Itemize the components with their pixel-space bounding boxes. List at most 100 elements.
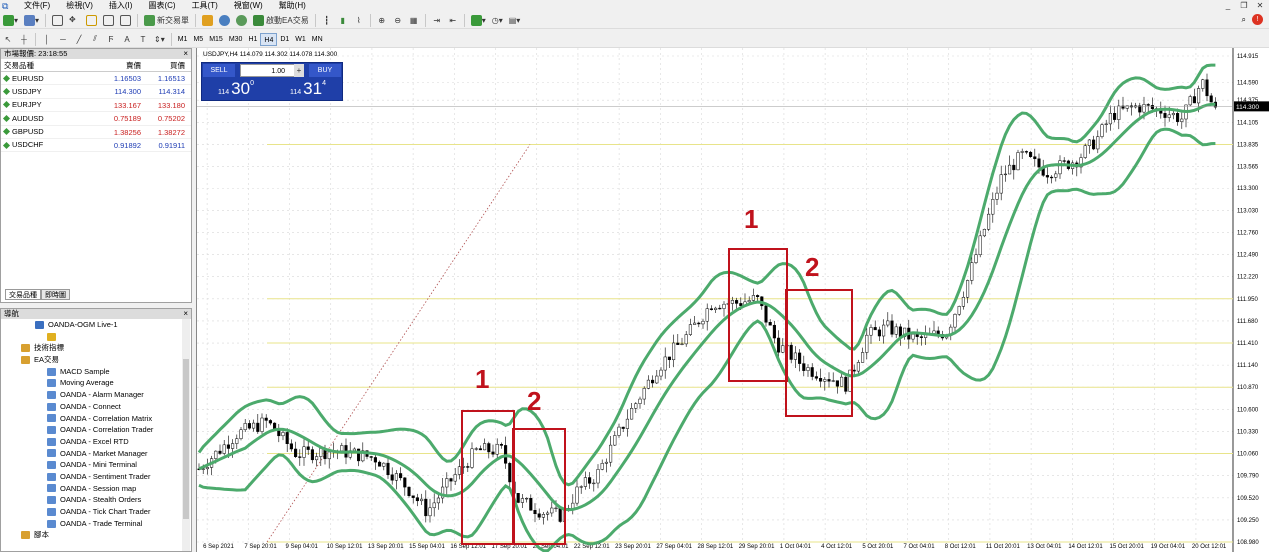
minimize-icon[interactable]: _ xyxy=(1225,1,1231,10)
navigator-item[interactable]: EA交易 xyxy=(1,354,191,366)
tf-h1[interactable]: H1 xyxy=(248,35,258,43)
navigator-icon[interactable] xyxy=(84,13,99,27)
market-watch-row[interactable]: EURJPY 133.167 133.180 xyxy=(1,99,191,113)
close-icon[interactable]: × xyxy=(183,309,188,318)
tf-d1[interactable]: D1 xyxy=(280,35,290,43)
navigator-item[interactable]: OANDA - Tick Chart Trader xyxy=(1,506,191,518)
periods-icon[interactable]: ◷▾ xyxy=(491,15,503,25)
navigator-item[interactable]: OANDA - Trade Terminal xyxy=(1,518,191,530)
navigator-item[interactable]: 技術指標 xyxy=(1,342,191,354)
indicators-icon[interactable]: ▾ xyxy=(469,13,488,27)
close-icon[interactable]: × xyxy=(183,49,188,58)
navigator-item[interactable] xyxy=(1,331,191,343)
zoom-in-icon[interactable]: ⊕ xyxy=(378,15,386,25)
navigator-scrollbar[interactable] xyxy=(182,319,190,551)
menu-view[interactable]: 檢視(V) xyxy=(66,1,93,10)
navigator-item[interactable]: OANDA - Market Manager xyxy=(1,448,191,460)
new-chart-icon[interactable]: ▾ xyxy=(1,13,20,27)
annotation-label: 1 xyxy=(475,364,489,394)
candle-body xyxy=(1083,145,1087,158)
market-watch-row[interactable]: USDJPY 114.300 114.314 xyxy=(1,85,191,99)
sell-price[interactable]: 114 30 0 xyxy=(218,80,254,98)
market-icon[interactable] xyxy=(234,13,249,27)
lot-increase-button[interactable]: + xyxy=(294,64,304,77)
menu-help[interactable]: 幫助(H) xyxy=(278,1,306,10)
arrows-icon[interactable]: ⇕▾ xyxy=(154,34,165,44)
menu-charts[interactable]: 圖表(C) xyxy=(148,1,176,10)
bar-chart-icon[interactable]: ┇ xyxy=(324,15,330,25)
price-tick-label: 112.760 xyxy=(1237,230,1259,236)
tile-windows-icon[interactable]: ▦ xyxy=(409,15,418,25)
tf-m15[interactable]: M15 xyxy=(209,35,223,43)
data-window-icon[interactable]: ✥ xyxy=(69,14,76,24)
buy-price[interactable]: 114 31 4 xyxy=(290,80,326,98)
market-watch-row[interactable]: EURUSD 1.16503 1.16513 xyxy=(1,72,191,86)
navigator-item[interactable]: OANDA - Correlation Matrix xyxy=(1,413,191,425)
terminal-icon[interactable] xyxy=(101,13,116,27)
tab-symbols[interactable]: 交易品種 xyxy=(5,289,41,300)
market-watch-row[interactable]: USDCHF 0.91892 0.91911 xyxy=(1,139,191,153)
market-watch-row[interactable]: AUDUSD 0.75189 0.75202 xyxy=(1,112,191,126)
fibonacci-icon[interactable]: Ϝ xyxy=(108,34,114,44)
navigator-item[interactable]: OANDA - Excel RTD xyxy=(1,436,191,448)
navigator-item[interactable]: OANDA - Sentiment Trader xyxy=(1,471,191,483)
notification-icon[interactable]: ! xyxy=(1252,14,1263,25)
tf-w1[interactable]: W1 xyxy=(295,35,306,43)
metaeditor-icon[interactable] xyxy=(200,13,215,27)
navigator-item[interactable]: MACD Sample xyxy=(1,366,191,378)
menu-file[interactable]: 文件(F) xyxy=(24,1,51,10)
candlestick-icon[interactable]: ▮ xyxy=(340,15,345,25)
zoom-out-icon[interactable]: ⊖ xyxy=(394,15,402,25)
close-icon[interactable]: ✕ xyxy=(1256,1,1264,10)
restore-icon[interactable]: ❐ xyxy=(1240,1,1248,10)
vertical-line-icon[interactable]: │ xyxy=(44,34,50,44)
navigator-item[interactable]: OANDA - Alarm Manager xyxy=(1,389,191,401)
candle-body xyxy=(403,477,407,488)
crosshair-icon[interactable]: ┼ xyxy=(21,34,27,44)
scrollbar-thumb[interactable] xyxy=(183,359,189,519)
tester-icon[interactable] xyxy=(118,13,133,27)
col-ask[interactable]: 買價 xyxy=(170,61,185,70)
col-bid[interactable]: 賣價 xyxy=(126,61,141,70)
market-watch-row[interactable]: GBPUSD 1.38256 1.38272 xyxy=(1,126,191,139)
label-icon[interactable]: T xyxy=(140,34,146,44)
templates-icon[interactable]: ▤▾ xyxy=(508,15,521,25)
tf-m1[interactable]: M1 xyxy=(177,35,188,43)
navigator-item[interactable]: OANDA-OGM Live-1 xyxy=(1,319,191,331)
sell-button[interactable]: SELL xyxy=(203,64,235,77)
market-watch-icon[interactable] xyxy=(50,13,65,27)
tf-h4[interactable]: H4 xyxy=(260,32,278,46)
new-order-button[interactable]: 新交易單 xyxy=(142,13,191,27)
navigator-item[interactable]: OANDA - Connect xyxy=(1,401,191,413)
cursor-icon[interactable]: ↖ xyxy=(4,34,12,44)
channel-icon[interactable]: ⫽ xyxy=(93,34,97,43)
navigator-item[interactable]: 腳本 xyxy=(1,529,191,541)
tf-m5[interactable]: M5 xyxy=(193,35,204,43)
autotrading-button[interactable]: 啟動EA交易 xyxy=(251,13,311,27)
menu-insert[interactable]: 插入(I) xyxy=(108,1,133,10)
autoscroll-icon[interactable]: ⇥ xyxy=(433,15,441,25)
navigator-item[interactable]: OANDA - Mini Terminal xyxy=(1,459,191,471)
tf-m30[interactable]: M30 xyxy=(228,35,243,43)
signals-icon[interactable] xyxy=(217,13,232,27)
tf-mn[interactable]: MN xyxy=(311,35,323,43)
col-symbol[interactable]: 交易品種 xyxy=(4,61,34,70)
text-icon[interactable]: A xyxy=(124,34,130,44)
navigator-item[interactable]: Moving Average xyxy=(1,377,191,389)
chart-window[interactable]: 6 Sep 2021 7 Sep 20:01 9 Sep 04:01 10 Sep 1… xyxy=(196,48,1269,552)
buy-button[interactable]: BUY xyxy=(309,64,341,77)
navigator-item[interactable]: OANDA - Stealth Orders xyxy=(1,494,191,506)
navigator-item[interactable]: OANDA - Correlation Trader xyxy=(1,424,191,436)
search-icon[interactable]: ⌕ xyxy=(1241,14,1246,24)
price-chart[interactable]: 6 Sep 2021 7 Sep 20:01 9 Sep 04:01 10 Sep 1… xyxy=(197,48,1269,552)
horizontal-line-icon[interactable]: ─ xyxy=(60,34,66,44)
menu-window[interactable]: 視窗(W) xyxy=(233,1,263,10)
menu-tools[interactable]: 工具(T) xyxy=(191,1,218,10)
candle-body xyxy=(361,450,365,462)
chart-shift-icon[interactable]: ⇤ xyxy=(449,15,457,25)
tab-tick-chart[interactable]: 即時圖 xyxy=(41,289,70,300)
profiles-icon[interactable]: ▾ xyxy=(22,13,41,27)
line-chart-icon[interactable]: ⌇ xyxy=(356,15,361,25)
navigator-item[interactable]: OANDA - Session map xyxy=(1,483,191,495)
trendline-icon[interactable]: ╱ xyxy=(76,34,82,44)
